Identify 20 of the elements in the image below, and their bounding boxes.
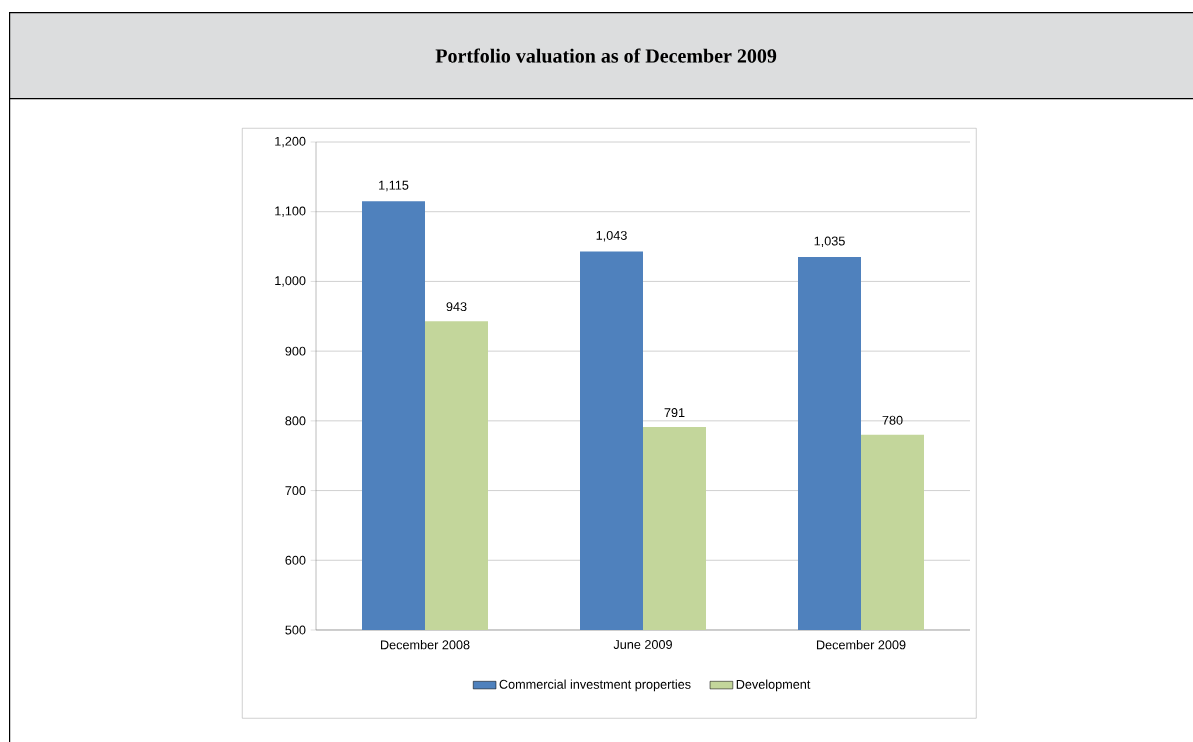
data-label: 780 [882, 415, 903, 425]
chart-title: Portfolio valuation as of December 2009 [435, 48, 777, 63]
x-tick-label: December 2009 [816, 640, 906, 650]
data-label: 943 [446, 302, 467, 312]
y-tick-label: 1,100 [275, 206, 306, 217]
y-tick-label: 500 [285, 625, 306, 635]
y-tick-label: 1,000 [275, 276, 306, 287]
x-tick-label: December 2008 [380, 640, 470, 650]
y-tick-label: 1,200 [275, 136, 306, 148]
data-label: 791 [664, 408, 685, 418]
data-label: 1,043 [596, 230, 627, 242]
y-tick-label: 600 [285, 555, 306, 565]
x-tick-label: June 2009 [613, 640, 672, 649]
y-tick-label: 900 [285, 346, 306, 356]
data-label: 1,035 [814, 236, 845, 247]
y-tick-label: 700 [285, 486, 306, 496]
legend-label: Commercial investment properties [499, 679, 691, 692]
legend-label: Development [736, 679, 811, 692]
data-label: 1,115 [379, 180, 409, 192]
y-tick-label: 800 [285, 416, 306, 426]
